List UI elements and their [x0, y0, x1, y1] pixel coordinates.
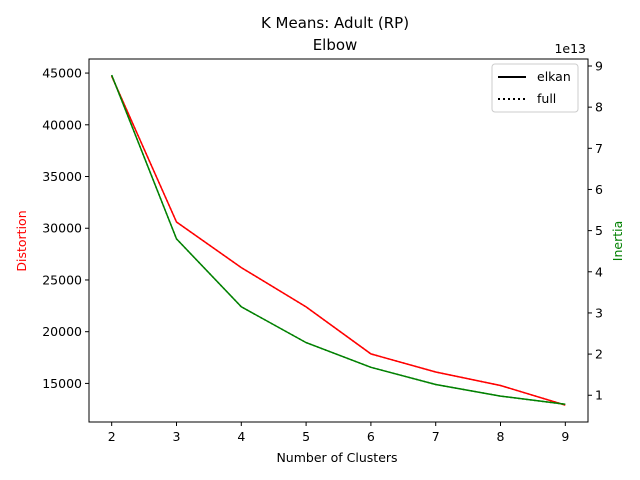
- y-left-tick-label: 30000: [42, 221, 82, 236]
- y-right-tick-label: 5: [595, 223, 603, 238]
- y-left-tick-label: 15000: [42, 376, 82, 391]
- legend-label-full: full: [537, 91, 556, 106]
- right-axis-offset-text: 1e13: [554, 41, 586, 56]
- y-left-tick-label: 40000: [42, 117, 82, 132]
- x-tick-label: 9: [561, 429, 569, 444]
- y-right-tick-label: 3: [595, 305, 603, 320]
- chart-title-line2: Elbow: [313, 36, 358, 54]
- x-tick-label: 4: [237, 429, 245, 444]
- y-right-tick-label: 4: [595, 264, 603, 279]
- x-tick-label: 5: [302, 429, 310, 444]
- y-right-tick-label: 2: [595, 347, 603, 362]
- y-right-tick-label: 1: [595, 388, 603, 403]
- y-right-tick-label: 6: [595, 182, 603, 197]
- legend: elkan full: [491, 63, 579, 113]
- chart-title-line1: K Means: Adult (RP): [261, 14, 409, 32]
- series-line-left-solid: [111, 75, 566, 406]
- y-axis-label-left: Distortion: [14, 210, 29, 271]
- x-tick-label: 8: [497, 429, 505, 444]
- axis-layer: 2 3 4 5 6 7 8 915000200002500030000350004000045…: [42, 58, 603, 444]
- x-tick-label: 7: [432, 429, 440, 444]
- y-right-tick-label: 8: [595, 100, 603, 115]
- x-axis-label: Number of Clusters: [276, 450, 397, 465]
- legend-label-elkan: elkan: [537, 69, 571, 84]
- y-axis-label-right: Inertia: [610, 221, 625, 261]
- y-left-tick-label: 35000: [42, 169, 82, 184]
- series-line-right-solid: [111, 74, 566, 406]
- y-left-tick-label: 45000: [42, 66, 82, 81]
- x-tick-label: 2: [108, 429, 116, 444]
- x-tick-label: 6: [367, 429, 375, 444]
- y-right-tick-label: 9: [595, 58, 603, 73]
- y-left-tick-label: 25000: [42, 272, 82, 287]
- y-left-tick-label: 20000: [42, 324, 82, 339]
- x-tick-label: 3: [173, 429, 181, 444]
- series-line-left-dotted: [111, 75, 566, 406]
- plot-frame: [88, 58, 589, 423]
- series-layer: [111, 74, 566, 406]
- y-right-tick-label: 7: [595, 141, 603, 156]
